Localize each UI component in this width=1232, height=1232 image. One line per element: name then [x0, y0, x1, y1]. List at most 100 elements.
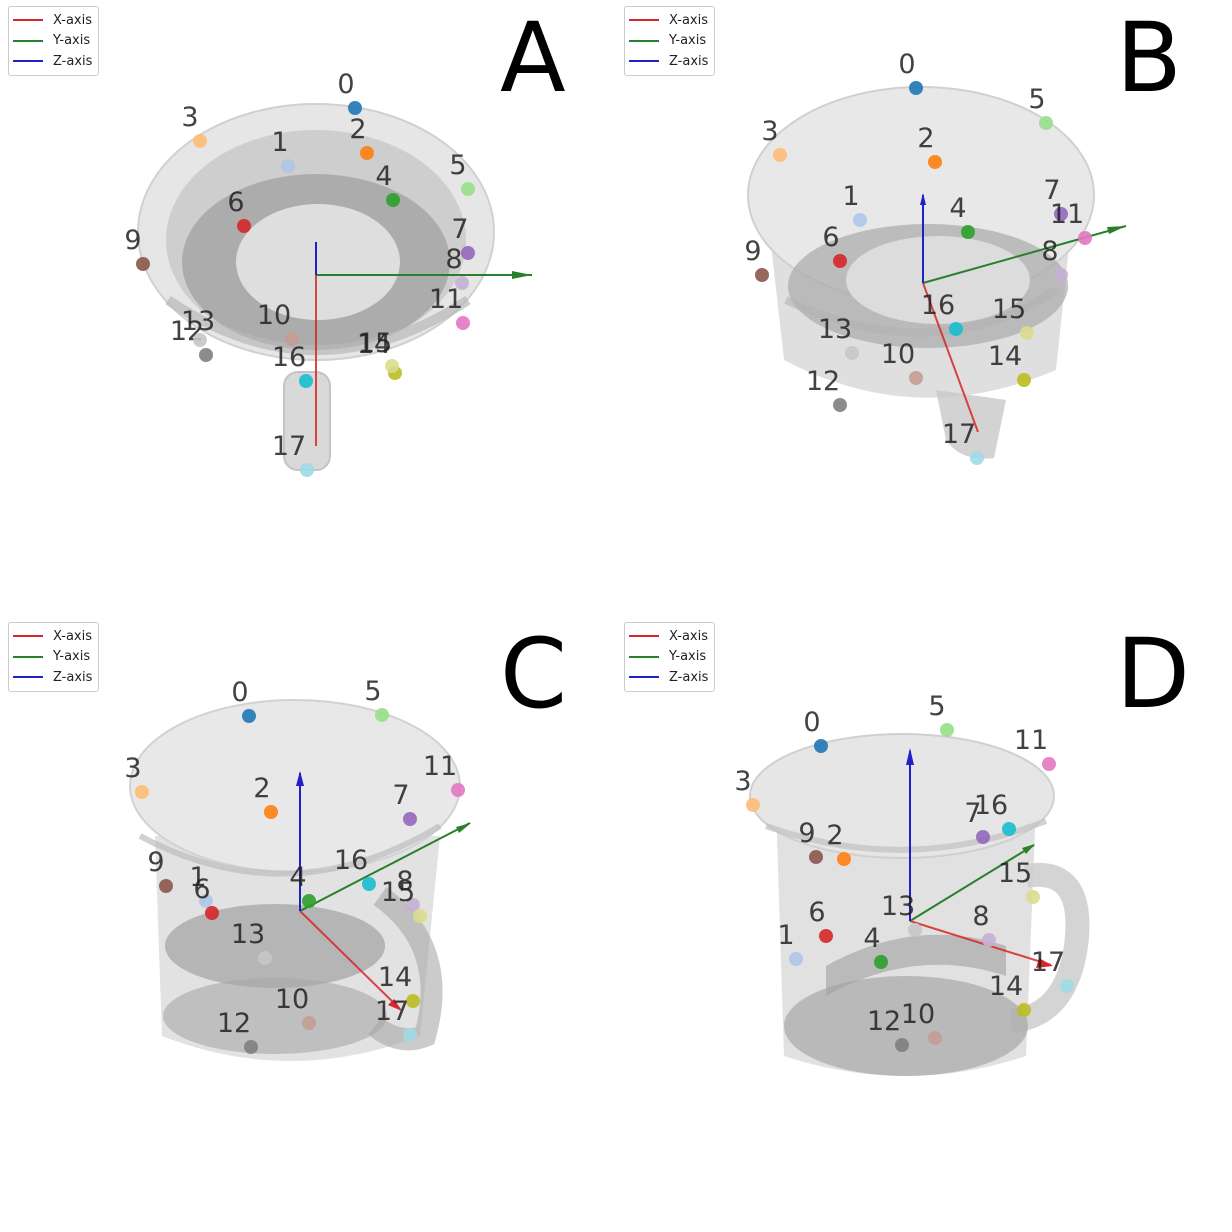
keypoint-11-label: 11 [1050, 199, 1084, 230]
keypoint-16-marker [362, 877, 376, 891]
keypoint-11-marker [1042, 757, 1056, 771]
keypoint-4-marker [961, 225, 975, 239]
legend-swatch-y [629, 39, 659, 42]
legend-swatch-z [629, 676, 659, 679]
keypoint-8-marker [455, 276, 469, 290]
keypoint-5-label: 5 [449, 150, 466, 181]
keypoint-14-label: 14 [989, 971, 1023, 1002]
keypoint-7-label: 7 [964, 798, 981, 829]
keypoint-16-label: 16 [334, 845, 368, 876]
keypoint-0-label: 0 [898, 49, 915, 80]
keypoint-5-label: 5 [928, 691, 945, 722]
legend-swatch-x [13, 19, 43, 22]
keypoint-9-marker [755, 268, 769, 282]
keypoint-3-label: 3 [181, 102, 198, 133]
mug-body [749, 733, 1090, 1076]
keypoint-6-label: 6 [193, 874, 210, 905]
keypoint-17-marker [300, 463, 314, 477]
keypoint-6-marker [237, 219, 251, 233]
legend-label-x: X-axis [669, 12, 708, 28]
z-axis-arrow [906, 748, 914, 765]
keypoint-4-label: 4 [863, 923, 880, 954]
x-axis-arrow [1036, 958, 1053, 968]
y-axis-arrow [512, 271, 532, 279]
keypoint-3-label: 3 [734, 766, 751, 797]
legend-swatch-z [13, 676, 43, 679]
keypoint-15-marker [1020, 326, 1034, 340]
keypoint-8-label: 8 [972, 901, 989, 932]
legend-label-z: Z-axis [53, 669, 93, 685]
legend-label-z: Z-axis [669, 669, 709, 685]
legend-swatch-y [13, 39, 43, 42]
keypoint-7-label: 7 [451, 214, 468, 245]
legend-item-y: Y-axis [629, 647, 708, 668]
panel-letter-a: A [500, 2, 566, 114]
keypoint-3-label: 3 [124, 753, 141, 784]
keypoint-3-marker [773, 148, 787, 162]
keypoint-11-label: 11 [1014, 725, 1048, 756]
x-axis-line [909, 920, 1052, 966]
legend-item-x: X-axis [629, 10, 708, 31]
keypoint-11-marker [451, 783, 465, 797]
keypoint-3-marker [746, 798, 760, 812]
keypoint-1-label: 1 [271, 127, 288, 158]
legend-swatch-x [629, 635, 659, 638]
legend-swatch-y [13, 655, 43, 658]
keypoint-0-label: 0 [337, 69, 354, 100]
keypoint-10-marker [928, 1031, 942, 1045]
keypoint-17-marker [970, 451, 984, 465]
keypoint-1-marker [853, 213, 867, 227]
y-axis-line [299, 822, 471, 912]
keypoint-8-label: 8 [445, 244, 462, 275]
keypoint-9-label: 9 [798, 818, 815, 849]
legend-label-z: Z-axis [669, 53, 709, 69]
keypoint-17-marker [403, 1028, 417, 1042]
keypoint-10-marker [285, 332, 299, 346]
keypoint-17-marker [1060, 979, 1074, 993]
y-axis-arrow [1022, 844, 1035, 854]
keypoint-16-label: 16 [921, 290, 955, 321]
panel-letter-d: D [1116, 618, 1190, 730]
legend-swatch-y [629, 655, 659, 658]
keypoint-10-marker [302, 1016, 316, 1030]
keypoint-2-label: 2 [917, 123, 934, 154]
keypoint-12-label: 12 [217, 1008, 251, 1039]
keypoint-17-label: 17 [375, 996, 409, 1027]
keypoint-6-marker [833, 254, 847, 268]
keypoint-7-label: 7 [392, 780, 409, 811]
z-axis-arrow [296, 771, 304, 786]
legend-swatch-x [629, 19, 659, 22]
legend-swatch-z [13, 60, 43, 63]
panel-a: 0 1 2 3 4 5 6 7 8 9 10 11 12 13 14 15 16 17 X-axis Y-axis… [0, 0, 616, 616]
keypoint-0-marker [909, 81, 923, 95]
keypoint-9-marker [136, 257, 150, 271]
y-axis-line [909, 844, 1035, 922]
keypoint-9-label: 9 [147, 847, 164, 878]
keypoint-17-label: 17 [1031, 947, 1065, 978]
keypoint-0-marker [348, 101, 362, 115]
keypoint-7-marker [976, 830, 990, 844]
keypoint-3-label: 3 [761, 116, 778, 147]
legend-item-y: Y-axis [629, 31, 708, 52]
y-axis-arrow [1107, 226, 1126, 234]
mug-body [747, 86, 1095, 459]
keypoint-0-label: 0 [803, 707, 820, 738]
keypoint-13-marker [908, 923, 922, 937]
keypoint-1-label: 1 [777, 920, 794, 951]
legend-label-y: Y-axis [669, 649, 707, 665]
keypoint-7-marker [403, 812, 417, 826]
legend-item-z: Z-axis [13, 667, 92, 688]
keypoint-10-label: 10 [257, 300, 291, 331]
keypoint-6-marker [819, 929, 833, 943]
keypoint-2-marker [264, 805, 278, 819]
keypoint-15-label: 15 [358, 328, 392, 359]
legend: X-axis Y-axis Z-axis [624, 6, 716, 76]
x-axis-line [299, 910, 401, 1010]
keypoint-3-marker [193, 134, 207, 148]
keypoint-8-label: 8 [396, 866, 413, 897]
keypoint-14-label: 14 [357, 329, 391, 360]
